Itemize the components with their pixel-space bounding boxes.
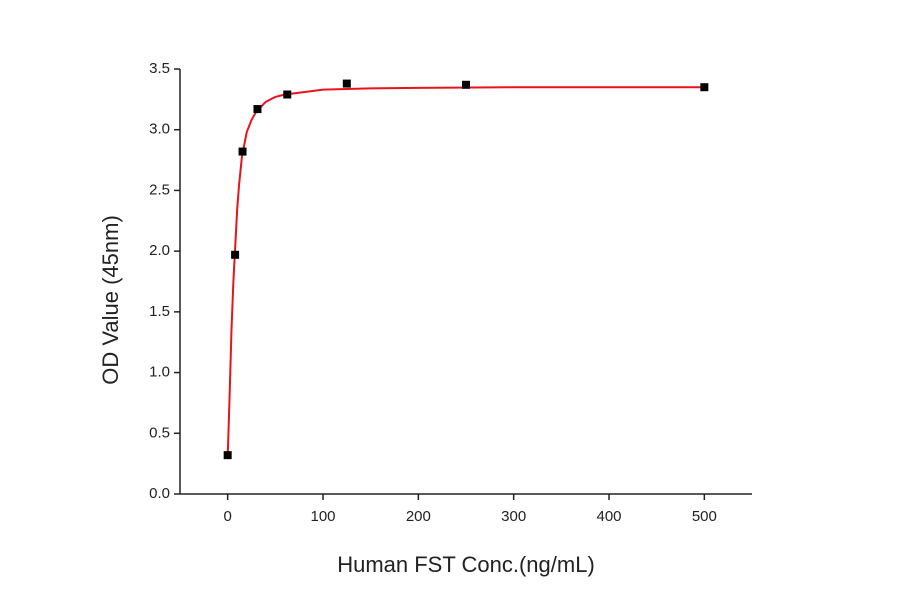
x-axis-title: Human FST Conc.(ng/mL) — [337, 552, 595, 577]
data-point — [700, 83, 709, 92]
y-axis-title: OD Value (45nm) — [98, 215, 123, 385]
y-tick-label: 2.0 — [149, 242, 170, 259]
y-tick-label: 2.5 — [149, 181, 170, 198]
data-point — [231, 250, 240, 259]
data-point — [223, 451, 232, 460]
y-tick-label: 0.5 — [149, 424, 170, 441]
x-tick-label: 300 — [501, 508, 526, 525]
data-point — [238, 147, 247, 156]
y-tick-label: 1.5 — [149, 303, 170, 320]
x-tick-label: 500 — [692, 508, 717, 525]
y-tick-label: 3.0 — [149, 121, 170, 138]
x-tick-label: 100 — [310, 508, 335, 525]
data-point — [462, 80, 470, 89]
fit-curve — [226, 86, 705, 458]
y-tick-label: 0.0 — [149, 485, 170, 502]
x-tick-label: 400 — [596, 508, 621, 525]
data-point — [342, 79, 351, 88]
y-tick-label: 3.5 — [149, 60, 170, 77]
x-tick-label: 0 — [223, 508, 231, 525]
x-tick-label: 200 — [406, 508, 431, 525]
data-point — [253, 105, 262, 114]
y-tick-label: 1.0 — [149, 364, 170, 381]
data-point — [283, 90, 292, 99]
